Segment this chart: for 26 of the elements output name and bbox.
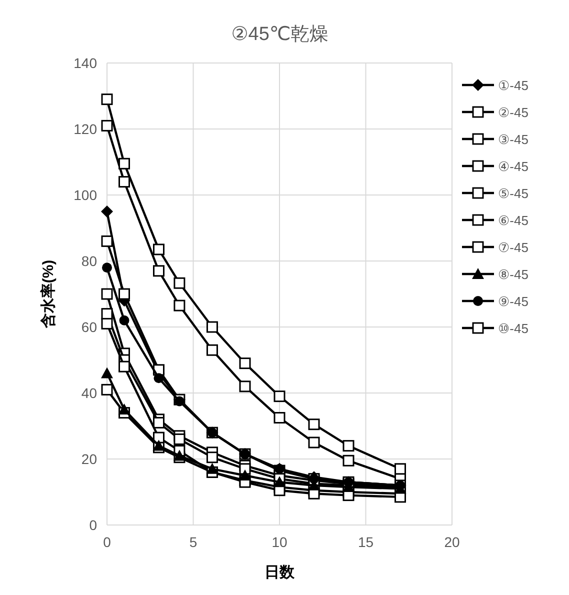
y-tick-label: 140 <box>74 55 98 71</box>
legend-label: ⑨-45 <box>498 294 528 309</box>
legend-label: ⑦-45 <box>498 240 528 255</box>
x-tick-label: 5 <box>189 534 198 550</box>
legend-label: ②-45 <box>498 105 528 120</box>
chart-title: ②45℃乾燥 <box>231 24 329 45</box>
y-tick-label: 60 <box>81 319 98 335</box>
y-tick-label: 0 <box>89 517 98 533</box>
y-tick-label: 80 <box>81 253 98 269</box>
legend-label: ⑧-45 <box>498 267 528 282</box>
y-tick-label: 100 <box>74 187 98 203</box>
legend-label: ①-45 <box>498 78 528 93</box>
legend-label: ④-45 <box>498 159 528 174</box>
legend-label: ⑤-45 <box>498 186 528 201</box>
y-tick-label: 120 <box>74 121 98 137</box>
x-tick-label: 10 <box>272 534 288 550</box>
legend-label: ③-45 <box>498 132 528 147</box>
y-tick-label: 40 <box>81 385 98 401</box>
legend-label: ⑥-45 <box>498 213 528 228</box>
x-tick-label: 20 <box>444 534 460 550</box>
x-tick-label: 15 <box>358 534 374 550</box>
x-axis-title: 日数 <box>264 564 296 581</box>
y-tick-label: 20 <box>81 451 98 467</box>
x-tick-label: 0 <box>103 534 112 550</box>
legend-label: ⑩-45 <box>498 321 528 336</box>
y-axis-title: 含水率(%) <box>39 260 57 330</box>
